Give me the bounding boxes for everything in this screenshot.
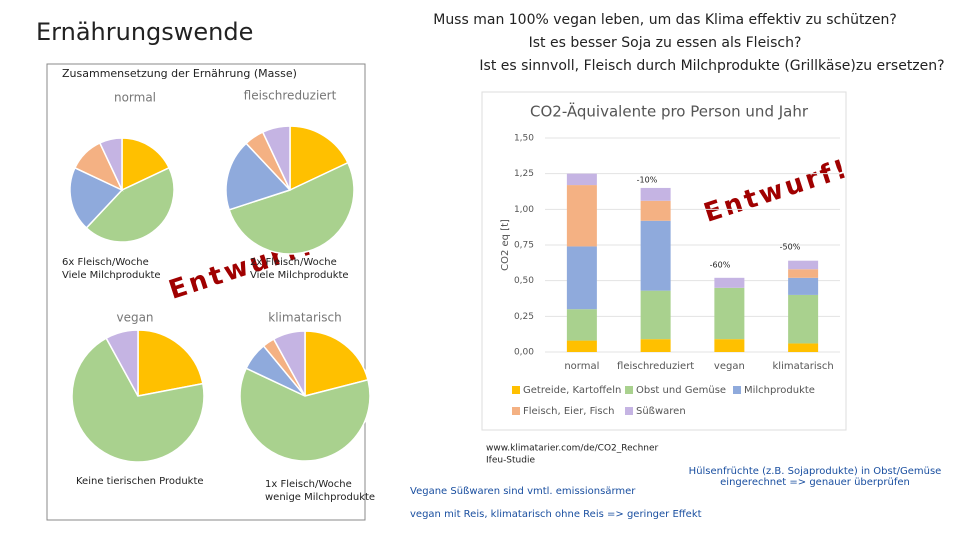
pie-slice	[69, 166, 124, 229]
pie-title: vegan	[116, 311, 153, 325]
legend-label: Süßwaren	[636, 406, 686, 417]
pie-slice	[225, 142, 292, 211]
bar-segment	[714, 287, 745, 340]
y-tick-label: 1,25	[514, 169, 534, 179]
bar-segment	[566, 340, 597, 352]
bar-segment	[640, 187, 671, 201]
pie-caption: Viele Milchprodukte	[62, 270, 161, 281]
legend-label: Getreide, Kartoffeln	[523, 385, 621, 396]
pie-caption: 2x Fleisch/Woche	[250, 257, 337, 268]
pie-slice	[137, 329, 204, 397]
legend-swatch	[625, 407, 633, 415]
x-tick-label: normal	[564, 361, 599, 372]
y-tick-label: 0,75	[514, 241, 534, 251]
pie-slice	[228, 161, 355, 255]
bar-segment	[788, 277, 819, 295]
slide-title: Ernährungswende	[36, 18, 253, 46]
pie-caption: Keine tierischen Produkte	[76, 476, 204, 487]
y-axis-label: CO2 eq [t]	[500, 219, 511, 271]
y-tick-label: 1,50	[514, 134, 534, 144]
pie-caption: 1x Fleisch/Woche	[265, 479, 352, 490]
bar-segment	[640, 290, 671, 340]
legend-swatch	[625, 386, 633, 394]
note: Vegane Süßwaren sind vmtl. emissionsärme…	[410, 486, 636, 497]
bar-segment	[788, 269, 819, 278]
pie-panel	[46, 63, 366, 521]
bar-segment	[566, 185, 597, 247]
question: Ist es sinnvoll, Fleisch durch Milchprod…	[479, 58, 944, 74]
x-tick-label: fleischreduziert	[617, 361, 694, 372]
pie-slice	[98, 137, 123, 191]
x-tick-label: vegan	[714, 361, 745, 372]
bar-segment	[788, 260, 819, 270]
bar-segment	[788, 343, 819, 352]
chart-title: CO2-Äquivalente pro Person und Jahr	[530, 102, 809, 121]
y-tick-label: 0,25	[514, 312, 534, 322]
y-tick-label: 0,00	[514, 348, 534, 358]
pie-title: fleischreduziert	[244, 89, 337, 103]
bar-segment	[566, 173, 597, 186]
annotation: -60%	[710, 261, 731, 270]
note: vegan mit Reis, klimatarisch ohne Reis =…	[410, 509, 702, 520]
y-tick-label: 0,50	[514, 276, 534, 286]
pie-slice	[272, 330, 306, 397]
pie-slice	[85, 166, 175, 243]
pie-slice	[261, 125, 291, 191]
bar-segment	[714, 339, 745, 352]
pie-slice	[289, 125, 349, 192]
legend-swatch	[512, 386, 520, 394]
pie-slice	[121, 137, 171, 192]
pie-caption: wenige Milchprodukte	[265, 492, 375, 503]
bar-segment	[640, 220, 671, 291]
pie-title: klimatarisch	[268, 311, 341, 325]
source: www.klimatarier.com/de/CO2_Rechner	[486, 444, 659, 454]
bar-segment	[640, 200, 671, 221]
pie-caption: Viele Milchprodukte	[250, 270, 349, 281]
y-tick-label: 1,00	[514, 205, 534, 215]
note-box: Hülsenfrüchte (z.B. Sojaprodukte) in Obs…	[688, 466, 942, 488]
pie-slice	[71, 337, 205, 463]
legend-label: Obst und Gemüse	[636, 385, 726, 396]
source: Ifeu-Studie	[486, 456, 535, 466]
annotation: -50%	[780, 243, 801, 252]
annotation: -10%	[637, 176, 658, 185]
question: Ist es besser Soja zu essen als Fleisch?	[529, 35, 802, 51]
bar-segment	[566, 246, 597, 310]
legend-swatch	[512, 407, 520, 415]
x-tick-label: klimatarisch	[773, 361, 834, 372]
question: Muss man 100% vegan leben, um das Klima …	[433, 12, 897, 28]
pie-caption: 6x Fleisch/Woche	[62, 257, 149, 268]
pie-title: normal	[114, 91, 156, 105]
pie-slice	[304, 330, 369, 397]
bar-segment	[566, 309, 597, 341]
pie-slice	[239, 367, 371, 462]
bar-segment	[788, 294, 819, 344]
pie-heading: Zusammensetzung der Ernährung (Masse)	[62, 67, 297, 80]
legend-label: Milchprodukte	[744, 385, 815, 396]
bar-segment	[640, 339, 671, 352]
legend-swatch	[733, 386, 741, 394]
bar-segment	[714, 277, 745, 288]
legend-label: Fleisch, Eier, Fisch	[523, 406, 614, 417]
note: Hülsenfrüchte (z.B. Sojaprodukte) in Obs…	[688, 466, 942, 488]
pie-slice	[105, 329, 139, 397]
